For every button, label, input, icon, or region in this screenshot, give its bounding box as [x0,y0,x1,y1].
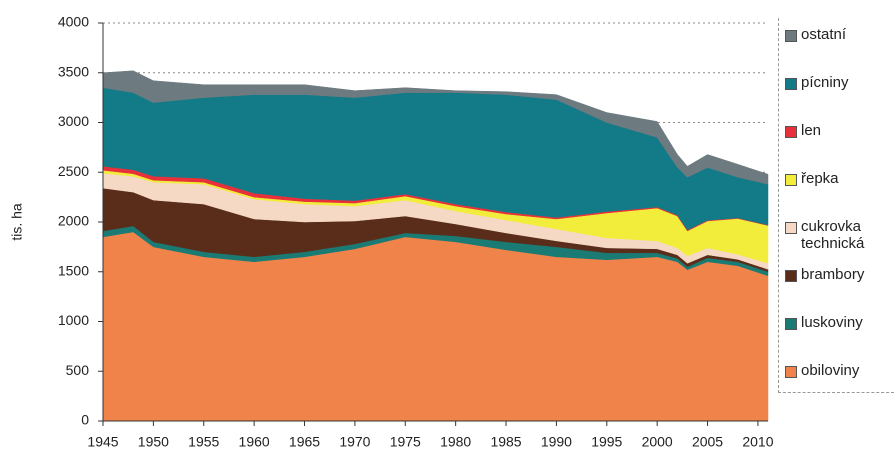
y-tick-label: 4000 [58,14,89,30]
y-tick-label: 2000 [58,213,89,229]
y-axis-label: tis. ha [9,203,25,241]
legend: ostatní pícniny len řepka cukrovka technická… [778,18,894,393]
x-tick-label: 1995 [591,434,622,450]
legend-item: pícniny [785,74,893,91]
legend-item: luskoviny [785,314,893,331]
y-tick-label: 2500 [58,163,89,179]
legend-swatch [785,366,797,378]
x-tick-label: 1980 [440,434,471,450]
legend-label: pícniny [801,74,849,91]
x-tick-label: 1985 [490,434,521,450]
x-tick-label: 1945 [87,434,118,450]
legend-label: ostatní [801,26,847,43]
x-tick-label: 1960 [239,434,270,450]
legend-label: cukrovka technická [801,218,865,252]
x-tick-label: 1955 [188,434,219,450]
x-tick-label: 2005 [692,434,723,450]
legend-item: cukrovka technická [785,218,893,252]
x-tick-label: 1970 [339,434,370,450]
legend-swatch [785,78,797,90]
x-tick-label: 2010 [742,434,773,450]
legend-swatch [785,318,797,330]
y-tick-label: 3500 [58,63,89,79]
x-tick-label: 1965 [289,434,320,450]
area [102,70,769,185]
legend-item: řepka [785,170,893,187]
legend-swatch [785,222,797,234]
x-tick-label: 1975 [390,434,421,450]
y-tick-label: 1500 [58,262,89,278]
legend-label: luskoviny [801,314,863,331]
legend-swatch [785,174,797,186]
y-tick-label: 3000 [58,113,89,129]
y-tick-label: 1000 [58,312,89,328]
legend-swatch [785,270,797,282]
legend-swatch [785,126,797,138]
x-tick-label: 1950 [138,434,169,450]
legend-item: obiloviny [785,362,893,379]
legend-label: len [801,122,822,139]
legend-label: brambory [801,266,865,283]
legend-item: ostatní [785,26,893,43]
area [102,231,769,422]
legend-item: brambory [785,266,893,283]
y-tick-label: 500 [66,362,90,378]
y-tick-label: 0 [81,412,89,428]
legend-label: obiloviny [801,362,860,379]
legend-swatch [785,30,797,42]
legend-item: len [785,122,893,139]
x-tick-label: 1990 [541,434,572,450]
x-tick-label: 2000 [642,434,673,450]
legend-label: řepka [801,170,839,187]
